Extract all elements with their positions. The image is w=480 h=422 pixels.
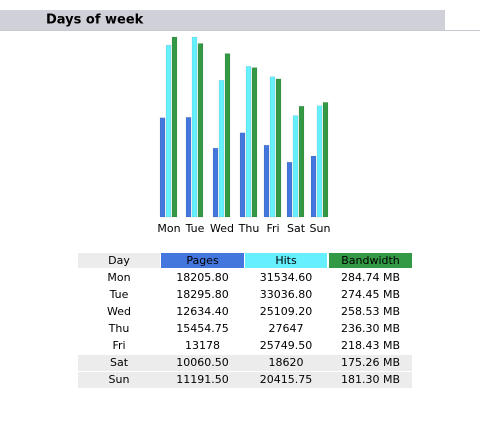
bar [185,117,192,218]
value-cell: 11191.50 [176,373,229,386]
value-cell: 218.43 MB [341,339,400,352]
bar [245,66,252,218]
value-cell: 18295.80 [176,288,229,301]
header-text: Day [108,254,130,267]
value-cell: 15454.75 [176,322,229,335]
x-tick-label: Sun [310,222,331,235]
x-tick-label: Sat [287,222,306,235]
value-cell: 18620 [269,356,304,369]
x-tick-label: Tue [185,222,205,235]
header-cell [161,253,244,268]
day-cell: Wed [107,305,131,318]
value-cell: 258.53 MB [341,305,400,318]
day-cell: Fri [112,339,125,352]
value-cell: 25749.50 [260,339,313,352]
day-cell: Tue [109,288,129,301]
value-cell: 10060.50 [176,356,229,369]
day-cell: Sat [110,356,129,369]
bar [159,117,166,218]
weekend-row [78,355,412,371]
header-cell [329,253,412,268]
day-cell: Mon [107,271,130,284]
bar [292,115,299,218]
header-cell [245,253,327,268]
value-cell: 13178 [185,339,220,352]
value-cell: 284.74 MB [341,271,400,284]
section-title: Days of week [46,13,144,28]
value-cell: 236.30 MB [341,322,400,335]
value-cell: 18205.80 [176,271,229,284]
bar [224,53,231,218]
header-text: Bandwidth [341,254,400,267]
bar [275,78,282,218]
bar [263,144,270,218]
x-tick-label: Fri [266,222,279,235]
title-bar [0,10,445,30]
x-tick-label: Mon [157,222,180,235]
bar [165,44,172,218]
bar [218,79,225,218]
value-cell: 27647 [269,322,304,335]
value-cell: 20415.75 [260,373,313,386]
bar [191,36,198,218]
bar [212,147,219,218]
value-cell: 33036.80 [260,288,313,301]
value-cell: 181.30 MB [341,373,400,386]
x-tick-label: Wed [210,222,234,235]
value-cell: 25109.20 [260,305,313,318]
header-text: Pages [186,254,219,267]
bar [298,105,305,218]
day-cell: Thu [108,322,130,335]
bar [310,155,317,218]
x-tick-label: Thu [238,222,260,235]
bar [316,105,323,218]
bar [286,161,293,218]
bar [251,67,258,218]
day-cell: Sun [109,373,130,386]
value-cell: 175.26 MB [341,356,400,369]
value-cell: 31534.60 [260,271,313,284]
value-cell: 12634.40 [176,305,229,318]
value-cell: 274.45 MB [341,288,400,301]
bar [171,36,178,218]
header-text: Hits [275,254,297,267]
header-cell [78,253,160,268]
bar [197,43,204,218]
bar [269,76,276,218]
weekend-row [78,372,412,388]
bar [239,132,246,218]
bar [322,102,329,218]
